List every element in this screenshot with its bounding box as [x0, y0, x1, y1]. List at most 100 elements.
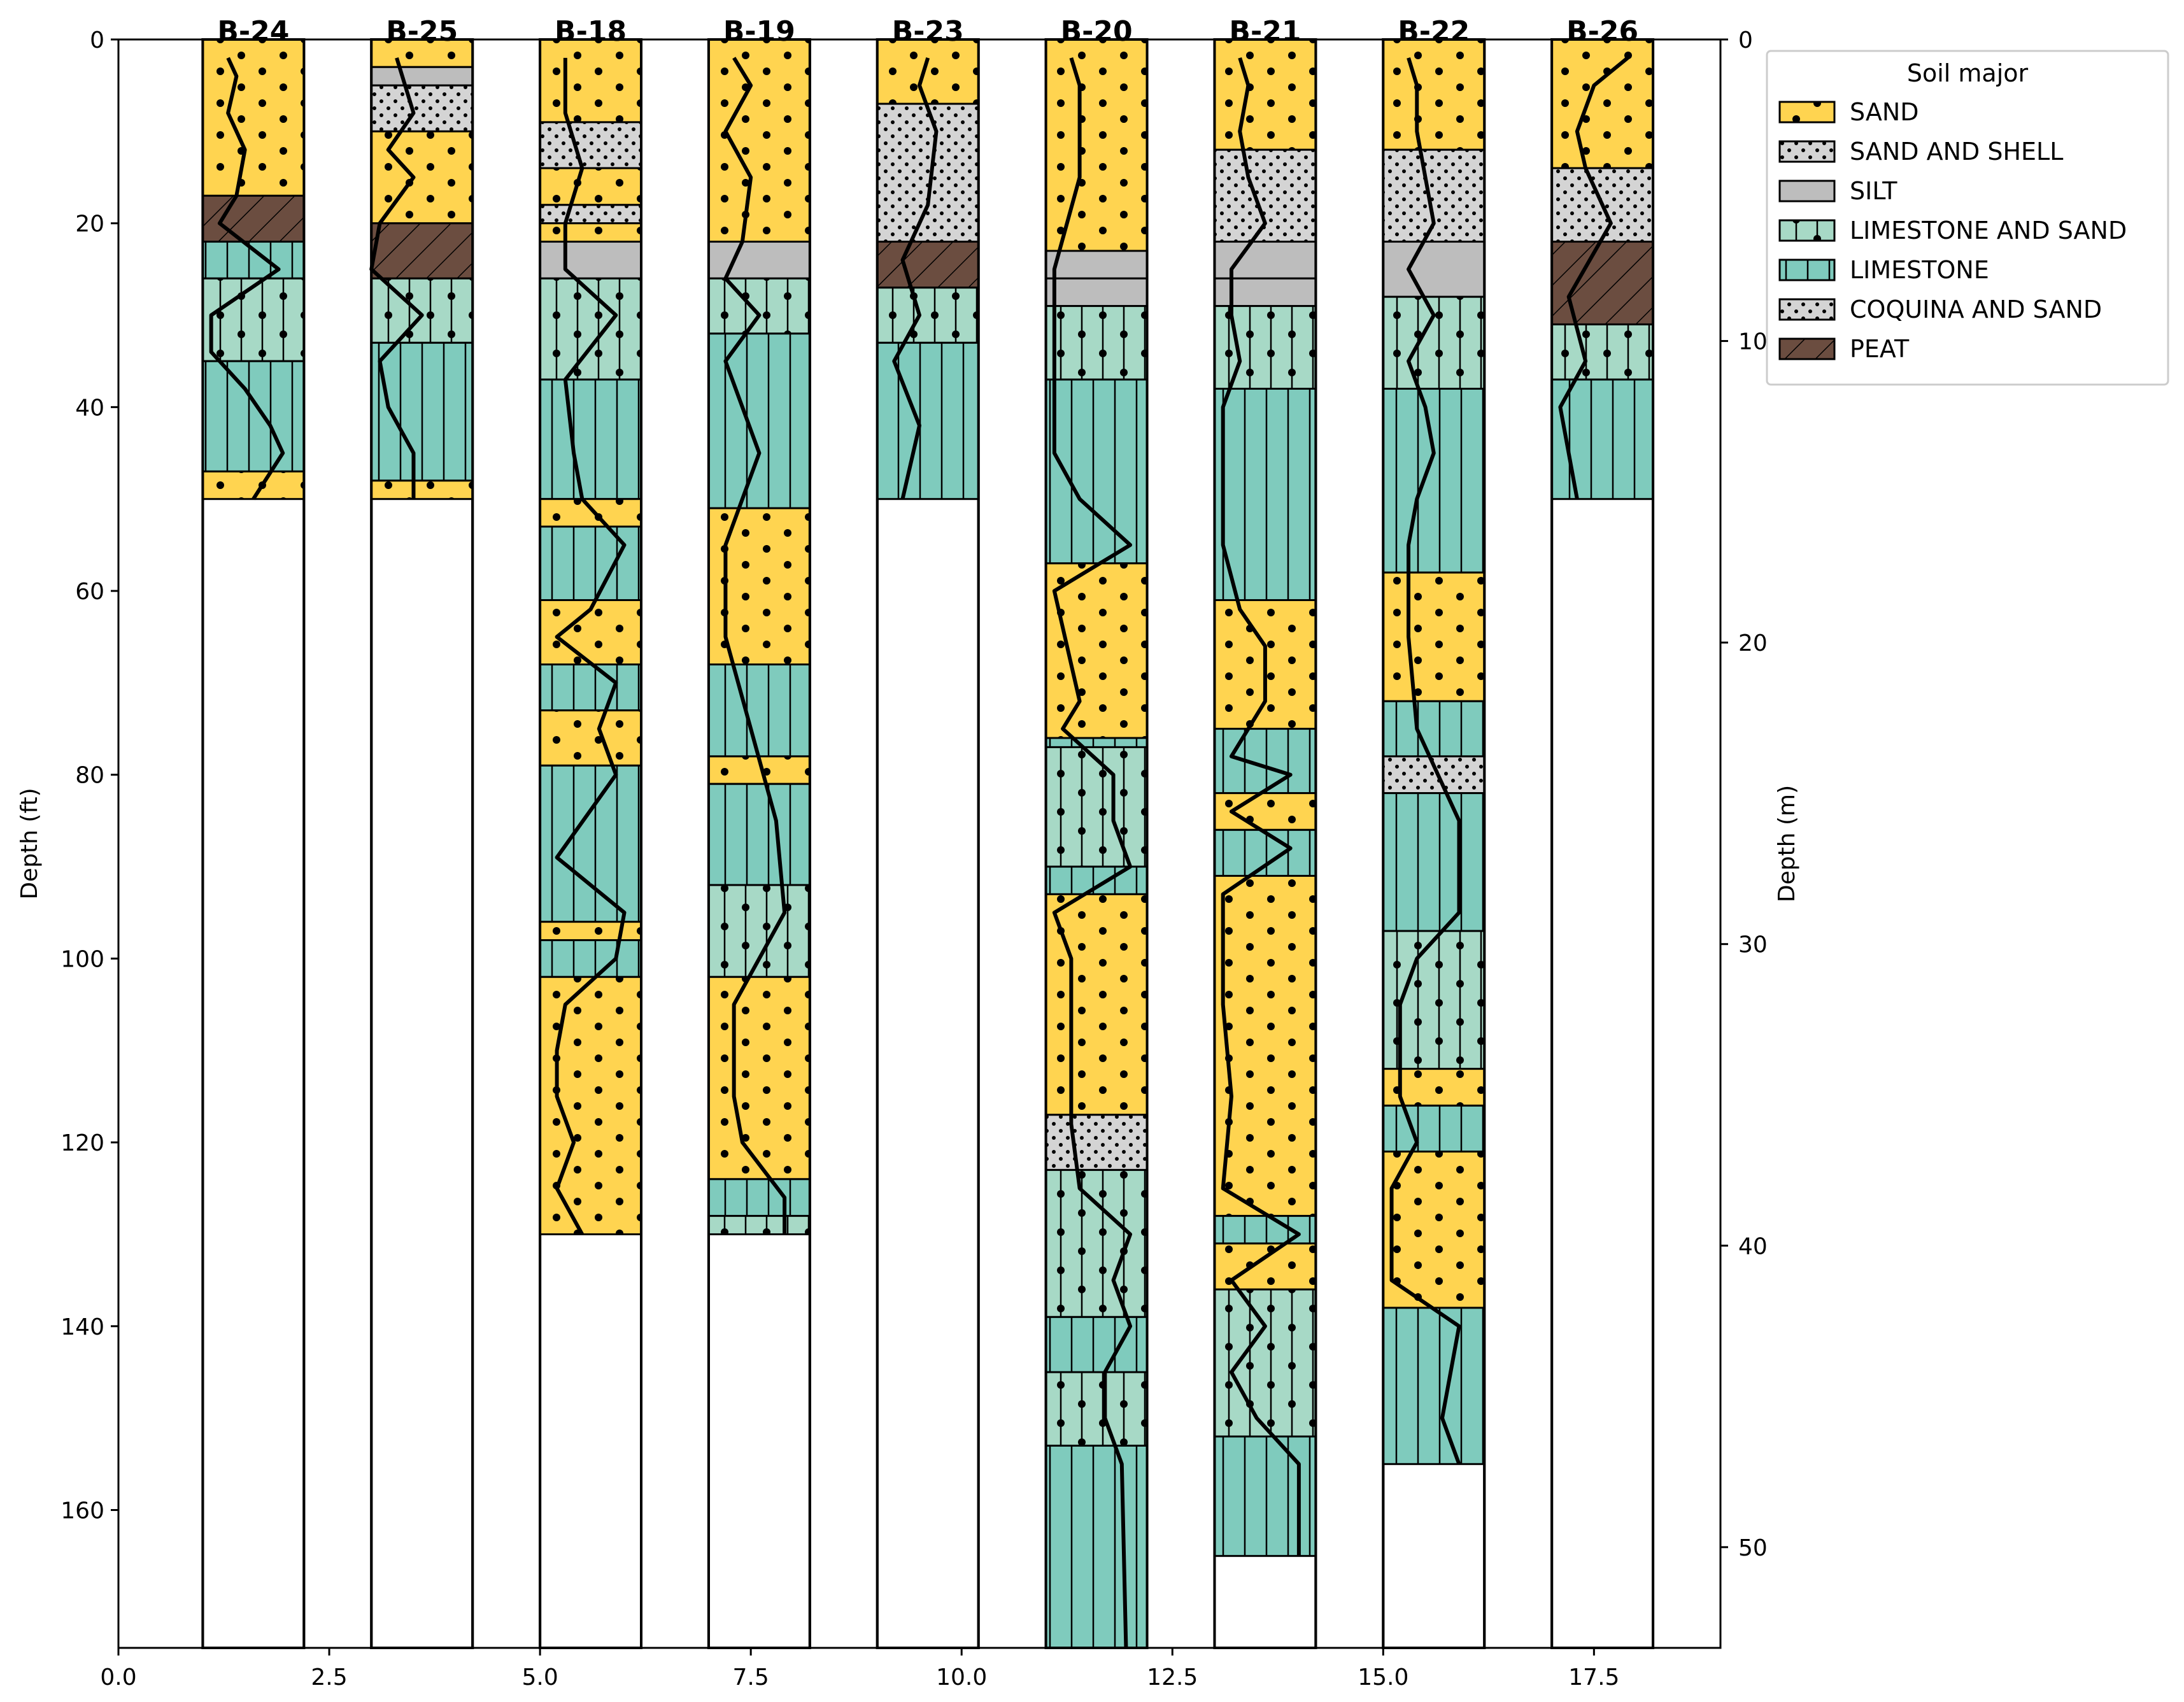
- x-tick-label: 2.5: [311, 1664, 347, 1691]
- layer-sand: [1382, 1151, 1486, 1309]
- legend-label-limestone-sand: LIMESTONE AND SAND: [1850, 216, 2127, 245]
- layer-sand: [1213, 1242, 1317, 1291]
- layer-limestone: [1550, 378, 1654, 500]
- layer-limestone: [201, 360, 305, 472]
- legend-swatch-limestone-sand: [1778, 219, 1836, 242]
- layer-peat: [876, 241, 980, 289]
- layer-sand: [539, 975, 642, 1235]
- boring-label-b-19: B-19: [723, 15, 795, 48]
- y-axis-right: 0 10 20 30 40 50: [1720, 27, 1768, 1561]
- layer-sand: [370, 130, 474, 225]
- plot-frame: [117, 38, 1722, 1649]
- layer-limestone: [370, 341, 474, 482]
- boring-curve-b-19: [723, 57, 787, 1235]
- legend-label-sand: SAND: [1850, 98, 1919, 126]
- layer-limestone: [707, 332, 811, 509]
- layer-sand: [707, 38, 811, 243]
- y-tick-label-left: 140: [60, 1314, 104, 1340]
- layer-limestone-sand: [1045, 1168, 1149, 1318]
- x-tick-label: 15.0: [1358, 1664, 1408, 1691]
- layer-peat: [370, 222, 474, 280]
- layer-limestone-sand: [1045, 1371, 1149, 1447]
- layer-sand: [539, 709, 642, 767]
- y-tick-label-left: 80: [75, 763, 104, 789]
- layer-limestone: [1045, 378, 1149, 565]
- layer-sand-shell: [539, 121, 642, 169]
- layer-limestone-sand: [707, 884, 811, 978]
- layer-limestone: [539, 764, 642, 923]
- boring-label-b-20: B-20: [1061, 15, 1133, 48]
- layer-sand-shell: [370, 84, 474, 132]
- boring-curve-b-20: [1052, 57, 1133, 1649]
- layer-limestone: [1382, 700, 1486, 758]
- layer-silt: [707, 241, 811, 280]
- layer-limestone: [1382, 1307, 1486, 1465]
- layer-limestone: [539, 663, 642, 712]
- boring-label-b-18: B-18: [555, 15, 627, 48]
- boring-label-b-24: B-24: [217, 15, 289, 48]
- y-tick-label-left: 60: [75, 579, 104, 605]
- layer-sand-shell: [539, 204, 642, 225]
- layer-limestone-sand: [1213, 1288, 1317, 1438]
- y-tick-label-left: 120: [60, 1130, 104, 1156]
- legend-label-peat: PEAT: [1850, 335, 1910, 363]
- x-tick-label: 7.5: [733, 1664, 769, 1691]
- layer-limestone: [1045, 865, 1149, 895]
- x-tick-label: 10.0: [936, 1664, 987, 1691]
- boring-curve-b-21: [1221, 57, 1301, 1556]
- legend-entries: SAND SAND AND SHELL SILT LIMESTONE AND SAND…: [1778, 98, 2127, 363]
- legend-box: [1766, 50, 2169, 386]
- y-axis-title-left: Depth (ft): [17, 788, 43, 899]
- layer-sand: [1550, 38, 1654, 169]
- layer-limestone: [876, 341, 980, 500]
- layer-peat: [1550, 241, 1654, 325]
- boring-curve-b-25: [369, 57, 424, 499]
- layer-sand: [539, 38, 642, 124]
- layer-sand: [539, 921, 642, 942]
- y-axis-left: 0 20 40 60 80 100 120 140 160: [60, 27, 118, 1524]
- layer-limestone: [539, 525, 642, 601]
- layer-limestone-sand: [876, 287, 980, 344]
- boring-label-b-25: B-25: [386, 15, 458, 48]
- boring-curves: [209, 56, 1629, 1649]
- layer-silt: [1045, 250, 1149, 280]
- layer-sand: [1213, 875, 1317, 1217]
- legend-swatch-sand-shell: [1778, 140, 1836, 163]
- layer-peat: [201, 194, 305, 243]
- layer-limestone: [1382, 792, 1486, 932]
- layer-limestone: [1382, 388, 1486, 574]
- legend-swatch-limestone: [1778, 259, 1836, 281]
- legend-label-coquina-sand: COQUINA AND SAND: [1850, 295, 2102, 323]
- layer-limestone-sand: [1045, 746, 1149, 868]
- layer-sand-shell: [1045, 1114, 1149, 1171]
- layer-silt: [1045, 277, 1149, 308]
- boring-curve-b-22: [1389, 57, 1461, 1465]
- boring-label-b-21: B-21: [1229, 15, 1301, 48]
- layer-limestone-sand: [1045, 305, 1149, 381]
- y-tick-label-left: 0: [90, 27, 104, 53]
- y-axis-title-right: Depth (m): [1774, 785, 1800, 902]
- y-tick-label-right: 40: [1738, 1233, 1768, 1259]
- layer-sand: [1382, 571, 1486, 702]
- layer-limestone: [1382, 1104, 1486, 1153]
- x-tick-label: 17.5: [1568, 1664, 1619, 1691]
- layer-silt: [370, 66, 474, 87]
- layer-limestone: [539, 939, 642, 978]
- layer-limestone-sand: [1382, 295, 1486, 390]
- boring-label-b-26: B-26: [1566, 15, 1638, 48]
- layer-sand: [370, 479, 474, 500]
- layer-limestone-sand: [707, 1215, 811, 1235]
- layer-limestone-sand: [201, 277, 305, 362]
- layer-sand: [1382, 38, 1486, 151]
- layer-limestone-sand: [370, 277, 474, 344]
- legend-swatch-silt: [1778, 180, 1836, 202]
- legend-swatch-peat: [1778, 337, 1836, 360]
- layer-sand: [539, 167, 642, 206]
- layer-sand-shell: [1213, 148, 1317, 243]
- layer-limestone-sand: [707, 277, 811, 335]
- x-tick-label: 0.0: [100, 1664, 136, 1691]
- layer-sand: [201, 38, 305, 197]
- y-tick-label-left: 100: [60, 946, 104, 972]
- layer-sand: [876, 38, 980, 105]
